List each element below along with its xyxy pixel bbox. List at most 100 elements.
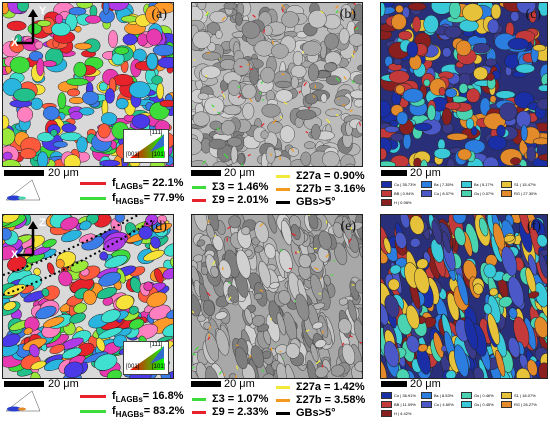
texture-key-bottom: Cu | 36.91% Bs | 8.53% Gs | 0.46% S1 | 18.0…: [381, 392, 541, 419]
texture-key-label: Bs | 7.35%: [434, 182, 454, 187]
texture-key-swatch: [381, 410, 392, 417]
texture-key-swatch: [421, 401, 432, 408]
dotted-band-lines: [3, 215, 154, 296]
texture-key-label: RG | 26.27%: [514, 402, 537, 407]
texture-key-label: Cu | 35.73%: [394, 182, 416, 187]
f-lagbs-prefix: f: [112, 390, 116, 402]
s3-text: Σ3 = 1.07%: [212, 393, 269, 405]
s9-text: Σ9 = 2.33%: [212, 406, 269, 418]
legend-gbs-top: GBs>5°: [276, 196, 336, 208]
texture-key-item: S1 | 18.07%: [501, 392, 541, 399]
scale-text-d: 20 μm: [48, 378, 79, 390]
swatch-red-line: [80, 394, 106, 398]
panel-f-texture-map: (f): [380, 214, 548, 379]
texture-key-label: S1 | 15.47%: [514, 182, 536, 187]
f-hagbs-value: = 83.2%: [143, 405, 185, 417]
axis-label-x-d: X: [11, 249, 19, 261]
f-lagbs-prefix: f: [112, 177, 116, 189]
texture-key-label: Bs | 8.53%: [434, 393, 454, 398]
legend-s27a-top: Σ27a = 0.90%: [276, 170, 365, 182]
s9-text: Σ9 = 2.01%: [212, 194, 269, 206]
texture-key-swatch: [381, 199, 392, 206]
panel-label-c: (c): [525, 7, 541, 22]
texture-key-swatch: [461, 401, 472, 408]
gbs-text: GBs>5°: [296, 196, 336, 208]
texture-key-swatch: [501, 401, 512, 408]
scale-bar-b: [191, 170, 221, 176]
texture-key-label: BB | 11.09%: [394, 402, 416, 407]
scale-bar-a: [4, 170, 44, 176]
swatch-black-gbs: [276, 411, 290, 415]
panel-c-texture-map: (c): [380, 2, 548, 167]
gbs-text: GBs>5°: [296, 407, 336, 419]
swatch-black-gbs: [276, 200, 290, 204]
ipf-triangle-legend-d: [111] [001] [101]: [123, 341, 169, 375]
panel-label-f: (f): [527, 219, 541, 234]
texture-key-swatch: [421, 181, 432, 188]
texture-key-swatch: [501, 190, 512, 197]
f-lagbs-sub: LAGBs: [115, 181, 143, 191]
texture-key-swatch: [381, 181, 392, 188]
boundary-map-b: [192, 3, 362, 166]
texture-key-label: S1 | 18.07%: [514, 393, 536, 398]
legend-f-hagbs-top: f HAGBs = 77.9%: [80, 192, 184, 206]
panel-label-a: (a): [151, 7, 167, 22]
legend-f-hagbs-bottom: f HAGBs = 83.2%: [80, 405, 185, 419]
legend-s3-top: Σ3 = 1.46%: [192, 181, 268, 193]
texture-key-item: Cu | 35.73%: [381, 181, 421, 188]
swatch-green-line: [80, 409, 106, 413]
texture-key-item: Bs | 7.35%: [421, 181, 461, 188]
texture-key-swatch: [421, 190, 432, 197]
texture-key-item: S1 | 15.47%: [501, 181, 541, 188]
legend-s27b-top: Σ27b = 3.16%: [276, 183, 365, 195]
f-hagbs-sub: HAGBs: [115, 409, 144, 419]
axis-label-z-d: Z: [39, 217, 46, 229]
scale-bar-d: [4, 381, 44, 387]
ipf-label-001-a: [001]: [126, 152, 140, 158]
texture-map-f: [381, 215, 547, 378]
panel-label-d: (d): [150, 219, 167, 234]
swatch-red-line: [80, 181, 106, 185]
swatch-yellow-s27a: [276, 174, 290, 178]
scale-bar-e: [191, 381, 221, 387]
texture-key-item: Cu | 8.07%: [421, 190, 461, 197]
scale-bar-c: [381, 170, 407, 176]
s27b-text: Σ27b = 3.16%: [296, 183, 366, 195]
panel-label-b: (b): [339, 7, 356, 22]
small-pole-figure-a: [5, 179, 41, 201]
axis-label-y-a: Y: [39, 5, 47, 17]
texture-key-label: Gs | 0.46%: [474, 393, 494, 398]
texture-key-swatch: [461, 392, 472, 399]
legend-f-lagbs-top: f LAGBs = 22.1%: [80, 177, 183, 191]
axis-label-x-a: X: [11, 37, 19, 49]
texture-key-item: RG | 27.30%: [501, 190, 541, 197]
legend-s27a-bottom: Σ27a = 1.42%: [276, 381, 365, 393]
f-hagbs-prefix: f: [112, 405, 116, 417]
texture-key-label: Cu | 8.07%: [434, 191, 454, 196]
swatch-red-s9: [192, 410, 206, 414]
texture-key-swatch: [461, 181, 472, 188]
ipf-label-001-d: [001]: [126, 364, 140, 370]
panel-b-boundary-map: (b): [191, 2, 363, 167]
texture-key-swatch: [381, 401, 392, 408]
legend-s27b-bottom: Σ27b = 3.58%: [276, 394, 365, 406]
swatch-orange-s27b: [276, 187, 290, 191]
texture-key-label: Gs | 0.45%: [474, 402, 494, 407]
texture-key-item: Gs | 0.46%: [461, 392, 501, 399]
texture-key-item: RG | 26.27%: [501, 401, 541, 408]
texture-key-item: Bs | 8.53%: [421, 392, 461, 399]
texture-key-label: RG | 27.30%: [514, 191, 537, 196]
f-lagbs-sub: LAGBs: [115, 394, 143, 404]
ipf-label-101-a: [101]: [152, 152, 166, 158]
ipf-label-111-a: [111]: [150, 130, 163, 136]
legend-gbs-bottom: GBs>5°: [276, 407, 336, 419]
ipf-label-101-d: [101]: [152, 364, 166, 370]
texture-key-swatch: [381, 392, 392, 399]
legend-s3-bottom: Σ3 = 1.07%: [192, 393, 268, 405]
panel-e-boundary-map: (e): [191, 214, 363, 379]
texture-key-item: H | 4.42%: [381, 410, 421, 417]
texture-key-label: Gs | 0.07%: [474, 191, 494, 196]
axes-icon-d: [17, 221, 38, 257]
texture-key-item: BB | 11.09%: [381, 401, 421, 408]
panel-d-ipf-map: (d) Z X [111] [001] [101]: [2, 214, 174, 379]
